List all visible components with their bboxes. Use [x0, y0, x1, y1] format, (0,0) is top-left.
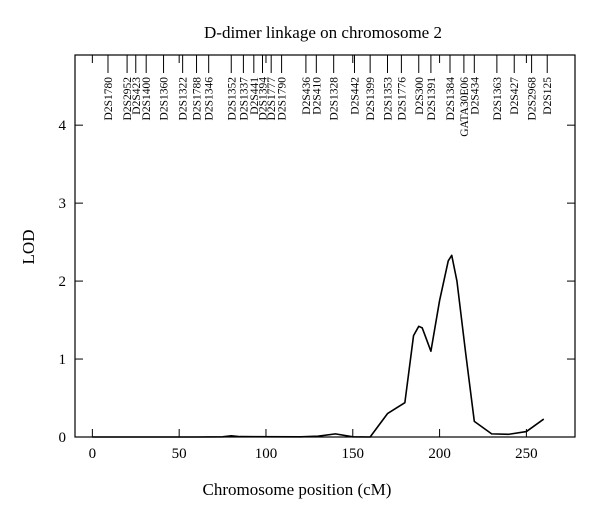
lod-series [92, 254, 545, 438]
x-axis-label: Chromosome position (cM) [203, 480, 392, 499]
axis-ticks: 0 50 100 150 200 250 0 1 2 3 4 [59, 55, 575, 462]
y-tick-label: 0 [59, 430, 67, 446]
marker-label: D2S2952 [122, 77, 134, 121]
y-axis-label: LOD [19, 230, 38, 265]
marker-label: D2S1360 [159, 77, 171, 121]
marker-label: D2S1337 [238, 77, 250, 121]
marker-label: D2S2968 [527, 77, 539, 121]
marker-label: D2S442 [350, 77, 362, 115]
marker-label: D2S125 [542, 77, 554, 115]
marker-label: D2S436 [301, 77, 313, 115]
marker-label: D2S1399 [365, 77, 377, 121]
marker-label: D2S434 [469, 77, 481, 115]
marker-label: D2S1400 [141, 77, 153, 121]
x-tick-label: 50 [172, 446, 187, 462]
x-tick-label: 200 [428, 446, 451, 462]
marker-label: D2S1346 [204, 77, 216, 121]
marker-label: D2S1780 [103, 77, 115, 121]
marker-label: D2S1790 [277, 77, 289, 121]
x-tick-label: 0 [89, 446, 97, 462]
marker-label: D2S1322 [178, 77, 190, 121]
lod-line [92, 254, 545, 438]
marker-label: D2S441 [249, 77, 261, 115]
marker-label: GATA30E06 [459, 77, 471, 137]
marker-label: D2S423 [131, 77, 143, 115]
marker-label: D2S1776 [396, 77, 408, 121]
y-tick-label: 1 [59, 352, 67, 368]
marker-label: D2S1391 [426, 77, 438, 121]
marker-label: D2S1363 [492, 77, 504, 121]
marker-label: D2S1353 [383, 77, 395, 121]
marker-label: D2S300 [414, 77, 426, 115]
chart-title: D-dimer linkage on chromosome 2 [204, 23, 442, 42]
y-tick-label: 4 [59, 118, 67, 134]
marker-label: D2S427 [509, 77, 521, 115]
x-tick-label: 150 [342, 446, 365, 462]
y-tick-label: 2 [59, 274, 67, 290]
marker-label: D2S1777 [266, 77, 278, 121]
x-tick-label: 100 [255, 446, 278, 462]
y-tick-label: 3 [59, 196, 67, 212]
marker-label: D2S1352 [226, 77, 238, 121]
marker-label: D2S1788 [192, 77, 204, 121]
marker-label: D2S410 [311, 77, 323, 115]
x-tick-label: 250 [515, 446, 538, 462]
marker-label: D2S1394 [258, 77, 270, 121]
marker-label: D2S1384 [445, 77, 457, 121]
marker-label: D2S1328 [329, 77, 341, 121]
plot-frame [74, 54, 576, 438]
